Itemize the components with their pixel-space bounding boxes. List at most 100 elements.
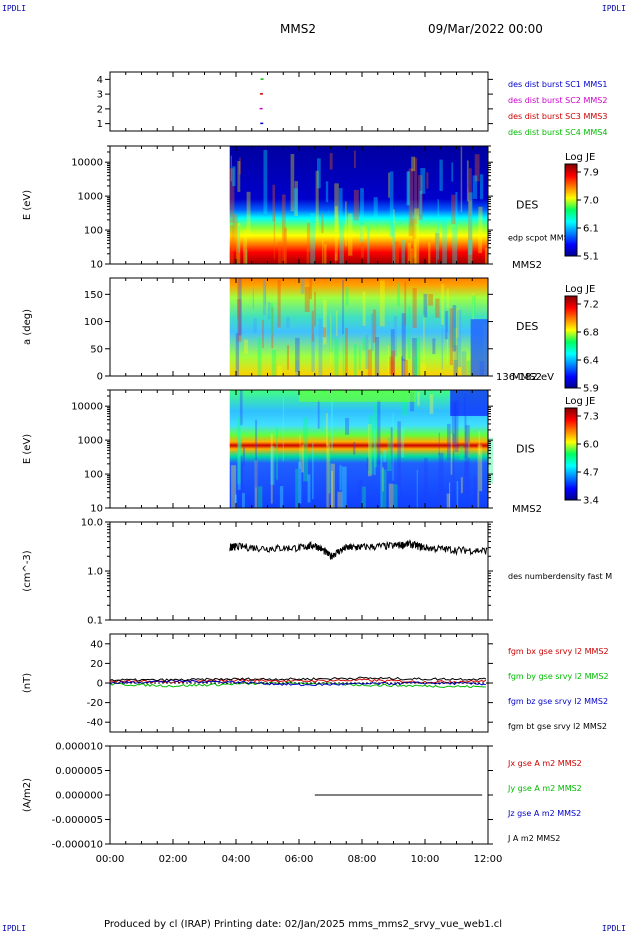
spectrogram-texture <box>418 175 423 220</box>
spectrogram-texture <box>361 242 364 258</box>
legend-entry: fgm bx gse srvy l2 MMS2 <box>508 647 609 656</box>
spectrogram-texture <box>412 218 417 259</box>
spectrogram-texture <box>337 491 343 508</box>
spectrogram-texture <box>318 318 323 376</box>
y-axis-label: E (eV) <box>22 434 33 464</box>
legend-entry: des dist burst SC2 MMS2 <box>508 96 607 105</box>
spectrogram-texture <box>468 168 472 216</box>
spectrogram-texture <box>374 336 380 376</box>
spectrogram-texture <box>389 356 394 375</box>
y-tick-label: 0.000000 <box>55 791 103 802</box>
y-tick-label: 100 <box>84 470 103 481</box>
spectrogram-texture <box>404 281 407 326</box>
spectrogram-texture <box>467 188 469 202</box>
spectrogram-texture <box>390 427 393 470</box>
spectrogram-texture <box>237 161 241 192</box>
spectrogram-texture <box>238 438 243 457</box>
spectrogram-texture <box>322 239 324 264</box>
spectrogram-texture <box>317 399 320 429</box>
spectrogram-texture <box>446 332 449 363</box>
spectrogram-texture <box>420 362 426 376</box>
spectrogram-texture <box>277 280 281 328</box>
spectrogram-texture <box>437 199 439 260</box>
corner-label-br: IPDLI <box>601 924 626 933</box>
spectrogram-texture <box>243 230 248 264</box>
spectrogram-texture <box>361 486 366 508</box>
spectrogram-texture <box>320 415 323 430</box>
spectrogram-texture <box>229 168 235 224</box>
spectrogram-texture <box>453 327 458 360</box>
spectrogram-texture <box>466 360 471 376</box>
y-axis-label: (cm^-3) <box>22 550 33 591</box>
colorbar-tick-label: 6.4 <box>583 356 599 367</box>
spectrogram-texture <box>464 461 468 494</box>
y-tick-label: 10 <box>90 260 103 271</box>
spectrogram-texture <box>391 350 396 376</box>
spectrogram-texture <box>334 337 339 376</box>
spectrogram-texture <box>472 295 476 318</box>
legend-entry: Jy gse A m2 MMS2 <box>507 784 582 793</box>
spectrogram-texture <box>401 239 406 264</box>
spectrogram-texture <box>345 201 347 247</box>
spectrogram-texture <box>415 338 421 376</box>
spectrogram-texture <box>452 305 457 352</box>
spectrogram-texture <box>303 417 309 482</box>
y-tick-label: 0 <box>97 679 103 690</box>
spectrogram-texture <box>367 226 370 264</box>
spectrogram-texture <box>478 430 481 455</box>
spectrogram-texture <box>380 454 383 508</box>
spectrogram-texture <box>383 449 387 462</box>
spectrogram-texture <box>461 351 467 376</box>
spectrogram-texture <box>464 393 467 459</box>
spectrogram-texture <box>445 311 448 340</box>
spectrogram-texture <box>255 419 258 488</box>
instrument-label: DES <box>516 199 538 212</box>
spectrogram-texture <box>311 310 314 342</box>
spectrogram-texture <box>270 303 274 335</box>
energy-range-label: 136-182 eV <box>496 372 554 383</box>
spectrogram-texture <box>466 478 471 495</box>
spectrogram-texture <box>472 292 474 321</box>
spectrogram-texture <box>442 218 447 264</box>
spectrogram-texture <box>326 442 330 508</box>
spectrogram-texture <box>262 279 266 316</box>
spectrogram-texture <box>334 183 339 232</box>
spectrogram-texture <box>450 433 453 475</box>
spectrogram-texture <box>263 149 268 214</box>
spectrogram-texture <box>311 334 315 372</box>
corner-label-tl: IPDLI <box>2 4 27 13</box>
spectrogram-texture <box>330 463 335 508</box>
spectrogram-texture <box>328 436 331 494</box>
spectrogram-texture <box>353 150 356 169</box>
overlay-label: edp scpot MMS2 <box>508 233 574 242</box>
spectrogram-texture <box>456 481 459 508</box>
y-tick-label: 0.1 <box>87 616 103 627</box>
y-tick-label: 1000 <box>78 192 103 203</box>
spectrogram-texture <box>272 184 276 222</box>
spectrogram-texture <box>390 360 395 375</box>
instrument-label: DIS <box>516 443 535 456</box>
spectrogram-texture <box>484 247 488 264</box>
spectrogram-texture <box>306 222 311 252</box>
legend-entry: des dist burst SC1 MMS1 <box>508 80 607 89</box>
y-tick-label: 0.000010 <box>55 742 103 753</box>
spectrogram-texture <box>452 227 458 264</box>
spectrogram-texture <box>368 415 374 475</box>
spectrogram-texture <box>387 345 389 376</box>
spectrogram-texture <box>237 430 241 490</box>
spectrogram-texture <box>358 346 361 371</box>
y-tick-label: 10000 <box>71 158 103 169</box>
spectrogram-texture <box>339 223 344 264</box>
spectrogram-texture <box>342 328 345 376</box>
spectrogram-texture <box>270 433 273 504</box>
spectrogram-texture <box>362 338 367 351</box>
y-tick-label: 40 <box>90 639 103 650</box>
spectrogram-texture <box>322 327 327 338</box>
date-title: 09/Mar/2022 00:00 <box>428 22 543 36</box>
series-line <box>229 539 488 560</box>
y-tick-label: 0 <box>97 372 103 383</box>
spectrogram-texture <box>282 396 285 462</box>
spectrogram-texture <box>453 345 458 376</box>
spectrogram-texture <box>428 242 431 264</box>
colorbar-title: Log JE <box>565 284 595 295</box>
